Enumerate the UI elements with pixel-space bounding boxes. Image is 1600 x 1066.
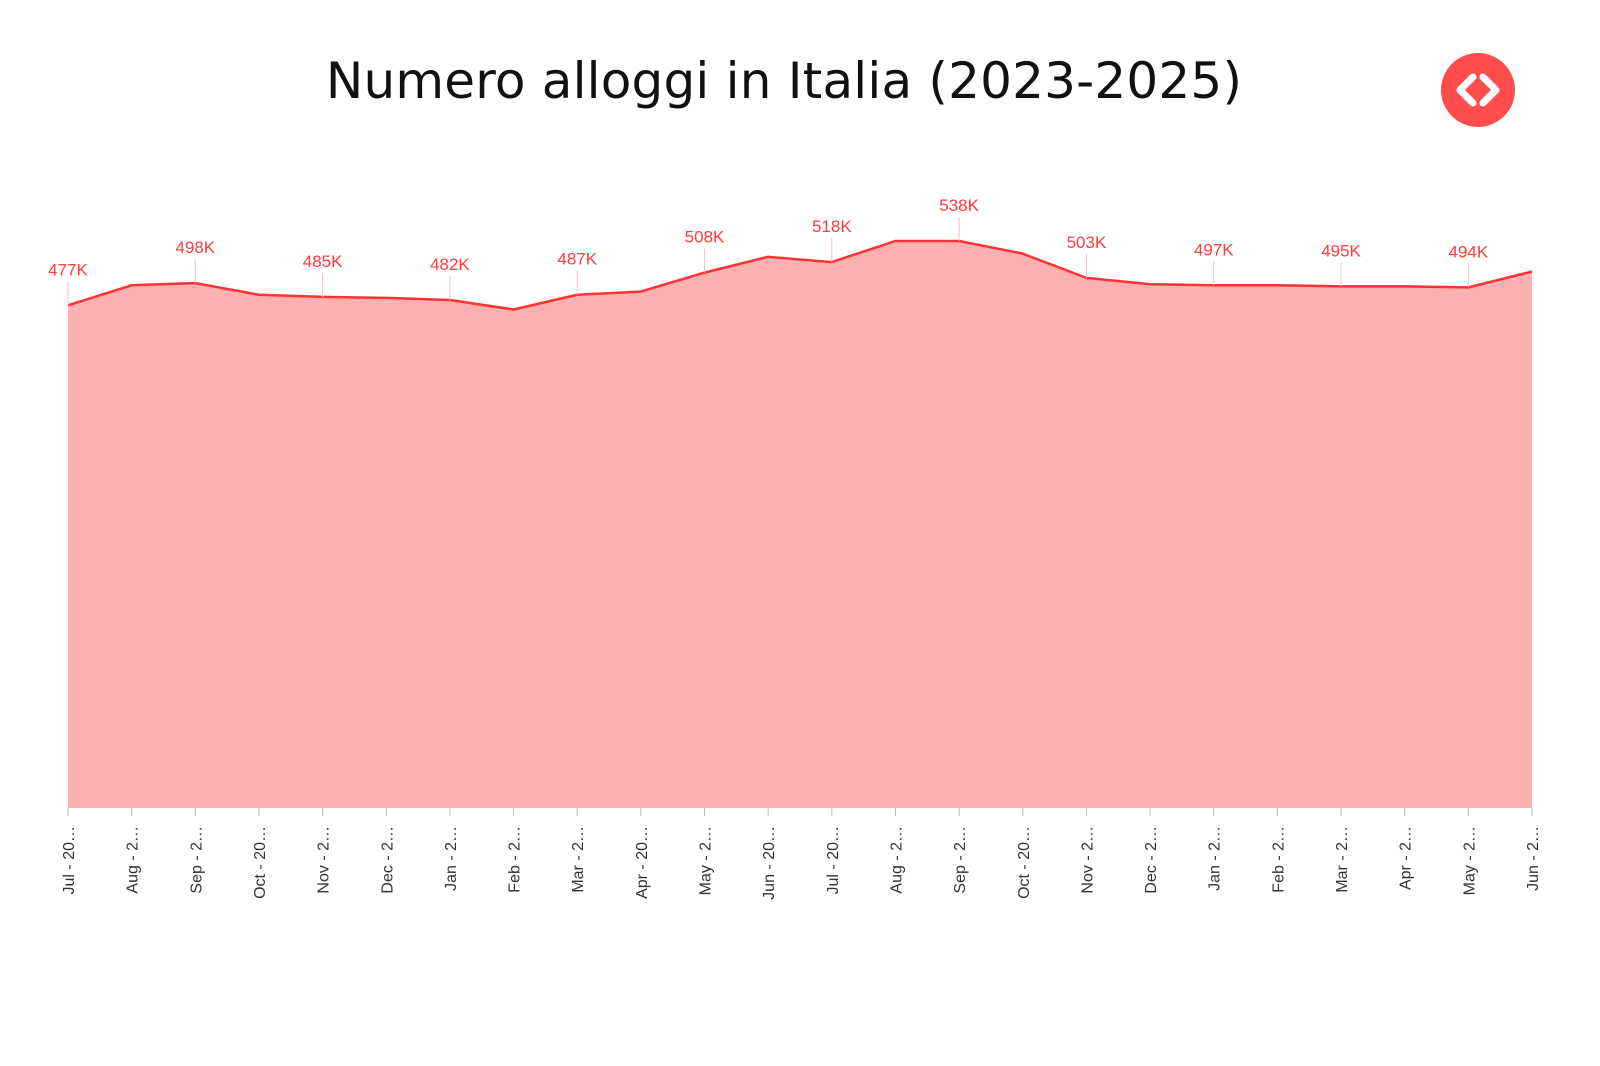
red-circle-code-brackets-icon (1441, 53, 1515, 127)
data-label-2: 498K (175, 238, 215, 257)
data-label-0: 477K (48, 260, 88, 279)
logo-right-chevron (1479, 73, 1500, 107)
data-label-10: 508K (685, 228, 725, 247)
logo-left-chevron (1456, 73, 1477, 107)
x-tick-label-20: Mar - 2… (1334, 826, 1351, 893)
x-tick-label-10: May - 2… (698, 826, 715, 895)
x-tick-label-18: Jan - 2… (1207, 826, 1224, 891)
x-tick-label-7: Feb - 2… (507, 826, 524, 893)
x-tick-label-3: Oct - 20… (252, 826, 269, 899)
x-tick-label-1: Aug - 2… (125, 826, 142, 894)
data-label-6: 482K (430, 255, 470, 274)
x-tick-label-23: Jun - 2… (1525, 826, 1542, 891)
x-tick-label-15: Oct - 20… (1016, 826, 1033, 899)
area-fill (68, 241, 1532, 808)
x-tick-label-13: Aug - 2… (888, 826, 905, 894)
data-label-16: 503K (1067, 233, 1107, 252)
x-tick-label-16: Nov - 2… (1079, 826, 1096, 894)
x-tick-label-6: Jan - 2… (443, 826, 460, 891)
x-tick-label-21: Apr - 2… (1398, 826, 1415, 890)
data-label-20: 495K (1321, 241, 1361, 260)
x-tick-label-19: Feb - 2… (1270, 826, 1287, 893)
x-tick-label-12: Jul - 20… (825, 826, 842, 894)
series-line (67, 239, 1533, 311)
x-tick-label-9: Apr - 20… (634, 826, 651, 899)
chart-title: Numero alloggi in Italia (2023-2025) (325, 52, 1243, 110)
x-tick-label-11: Jun - 20… (761, 826, 778, 900)
x-tick-label-2: Sep - 2… (188, 826, 205, 894)
data-label-22: 494K (1448, 242, 1488, 261)
x-tick-label-0: Jul - 20… (61, 826, 78, 894)
x-tick-label-17: Dec - 2… (1143, 826, 1160, 894)
x-tick-label-14: Sep - 2… (952, 826, 969, 894)
x-tick-label-4: Nov - 2… (316, 826, 333, 894)
data-label-18: 497K (1194, 240, 1234, 259)
logo-circle (1441, 53, 1515, 127)
data-label-14: 538K (939, 196, 979, 215)
x-tick-label-8: Mar - 2… (570, 826, 587, 893)
x-tick-label-22: May - 2… (1461, 826, 1478, 895)
data-label-12: 518K (812, 217, 852, 236)
x-tick-label-5: Dec - 2… (379, 826, 396, 894)
data-label-4: 485K (303, 252, 343, 271)
data-label-8: 487K (557, 250, 597, 269)
